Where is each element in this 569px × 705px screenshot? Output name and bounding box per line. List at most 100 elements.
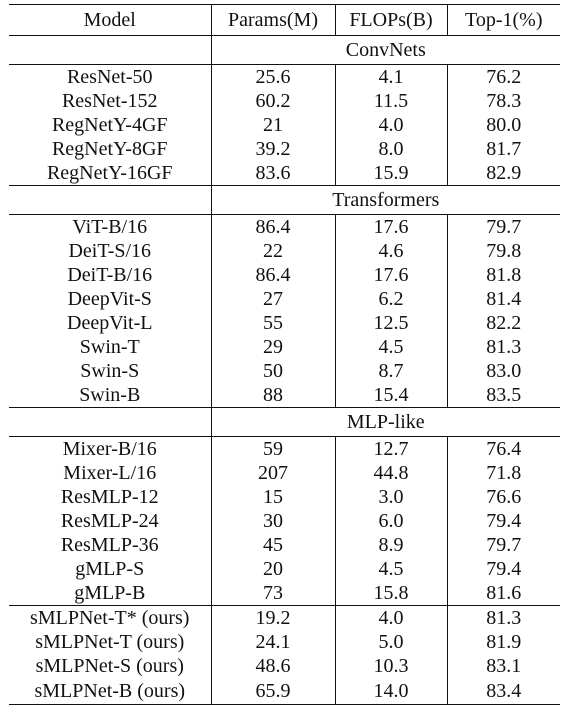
flops-cell: 8.9 xyxy=(334,533,447,557)
flops-cell: 12.5 xyxy=(334,311,447,335)
flops-cell: 8.0 xyxy=(334,137,447,161)
table-row: Mixer-B/16 59 12.7 76.4 xyxy=(9,436,560,461)
top1-cell: 79.8 xyxy=(446,239,560,263)
table-row: Swin-S 50 8.7 83.0 xyxy=(9,359,560,383)
flops-cell: 6.0 xyxy=(334,509,447,533)
flops-cell: 15.4 xyxy=(334,383,447,408)
params-cell: 21 xyxy=(210,113,335,137)
top1-cell: 81.3 xyxy=(446,605,560,630)
params-cell: 27 xyxy=(210,287,335,311)
flops-cell: 4.5 xyxy=(334,557,447,581)
flops-cell: 11.5 xyxy=(334,89,447,113)
params-cell: 86.4 xyxy=(210,214,335,239)
params-cell: 60.2 xyxy=(210,89,335,113)
params-cell: 22 xyxy=(210,239,335,263)
table-row: sMLPNet-T* (ours) 19.2 4.0 81.3 xyxy=(9,605,560,630)
top1-cell: 79.4 xyxy=(446,557,560,581)
model-name-cell: RegNetY-16GF xyxy=(9,161,211,186)
table-row: gMLP-B 73 15.8 81.6 xyxy=(9,581,560,606)
params-cell: 19.2 xyxy=(210,605,335,630)
params-cell: 83.6 xyxy=(210,161,335,186)
table-row: DeepVit-S 27 6.2 81.4 xyxy=(9,287,560,311)
table-row: ResMLP-12 15 3.0 76.6 xyxy=(9,485,560,509)
header-flops: FLOPs(B) xyxy=(334,4,447,36)
top1-cell: 81.6 xyxy=(446,581,560,606)
params-cell: 50 xyxy=(210,359,335,383)
flops-cell: 6.2 xyxy=(334,287,447,311)
flops-cell: 4.0 xyxy=(334,605,447,630)
section-header-row: ConvNets xyxy=(9,35,560,65)
params-cell: 20 xyxy=(210,557,335,581)
model-name-cell: DeepVit-S xyxy=(67,288,152,310)
table-row: sMLPNet-B (ours) 65.9 14.0 83.4 xyxy=(9,678,560,705)
model-name-cell: Swin-S xyxy=(80,360,140,382)
params-cell: 15 xyxy=(210,485,335,509)
table-body: ConvNets ResNet-50 25.6 4.1 76.2 ResNet-152 60… xyxy=(9,35,560,705)
model-name-cell: DeiT-S/16 xyxy=(68,240,152,262)
params-cell: 55 xyxy=(210,311,335,335)
flops-cell: 4.1 xyxy=(334,64,447,89)
flops-cell: 5.0 xyxy=(334,630,447,654)
top1-cell: 76.4 xyxy=(446,436,560,461)
header-top1: Top-1(%) xyxy=(446,4,560,36)
model-name-cell: Mixer-B/16 xyxy=(62,438,157,460)
table-row: gMLP-S 20 4.5 79.4 xyxy=(9,557,560,581)
flops-cell: 15.8 xyxy=(334,581,447,606)
table-row: ViT-B/16 86.4 17.6 79.7 xyxy=(9,214,560,239)
section-label: Transformers xyxy=(210,185,560,215)
results-table-container: Model Params(M) FLOPs(B) Top-1(%) ConvNe… xyxy=(9,4,560,705)
model-name-cell: gMLP-B xyxy=(9,581,211,606)
model-name-cell: ResMLP-36 xyxy=(60,534,159,556)
top1-cell: 82.2 xyxy=(446,311,560,335)
top1-cell: 80.0 xyxy=(446,113,560,137)
model-name-cell: Swin-T xyxy=(79,336,140,358)
model-name-cell: ResNet-152 xyxy=(61,90,158,112)
params-cell: 29 xyxy=(210,335,335,359)
flops-cell: 14.0 xyxy=(334,678,447,705)
params-cell: 48.6 xyxy=(210,654,335,678)
top1-cell: 81.9 xyxy=(446,630,560,654)
model-name-cell: DeiT-B/16 xyxy=(67,264,153,286)
model-name-cell: sMLPNet-B (ours) xyxy=(9,678,211,705)
table-row: ResMLP-36 45 8.9 79.7 xyxy=(9,533,560,557)
top1-cell: 76.2 xyxy=(446,64,560,89)
flops-cell: 15.9 xyxy=(334,161,447,186)
model-name-cell: sMLPNet-T (ours) xyxy=(35,631,185,653)
section-label: ConvNets xyxy=(210,35,560,65)
flops-cell: 12.7 xyxy=(334,436,447,461)
header-model: Model xyxy=(9,4,211,36)
top1-cell: 81.8 xyxy=(446,263,560,287)
top1-cell: 81.3 xyxy=(446,335,560,359)
top1-cell: 79.7 xyxy=(446,214,560,239)
flops-cell: 17.6 xyxy=(334,214,447,239)
section-header-row: MLP-like xyxy=(9,407,560,437)
section-header-row: Transformers xyxy=(9,185,560,215)
params-cell: 30 xyxy=(210,509,335,533)
table-row: ResNet-50 25.6 4.1 76.2 xyxy=(9,64,560,89)
model-name-cell: sMLPNet-S (ours) xyxy=(35,655,184,677)
section-spacer-cell xyxy=(9,35,211,65)
params-cell: 207 xyxy=(210,461,335,485)
top1-cell: 81.7 xyxy=(446,137,560,161)
top1-cell: 82.9 xyxy=(446,161,560,186)
table-row: RegNetY-16GF 83.6 15.9 82.9 xyxy=(9,161,560,186)
flops-cell: 3.0 xyxy=(334,485,447,509)
flops-cell: 4.0 xyxy=(334,113,447,137)
table-header: Model Params(M) FLOPs(B) Top-1(%) xyxy=(9,4,560,36)
model-comparison-table: Model Params(M) FLOPs(B) Top-1(%) ConvNe… xyxy=(9,4,560,705)
model-name-cell: Mixer-L/16 xyxy=(63,462,157,484)
model-name-cell: ViT-B/16 xyxy=(72,216,148,238)
table-row: Mixer-L/16 207 44.8 71.8 xyxy=(9,461,560,485)
table-row: sMLPNet-S (ours) 48.6 10.3 83.1 xyxy=(9,654,560,678)
flops-cell: 4.5 xyxy=(334,335,447,359)
params-cell: 73 xyxy=(210,581,335,606)
top1-cell: 83.5 xyxy=(446,383,560,408)
table-row: DeiT-S/16 22 4.6 79.8 xyxy=(9,239,560,263)
top1-cell: 83.4 xyxy=(446,678,560,705)
params-cell: 86.4 xyxy=(210,263,335,287)
table-row: ResMLP-24 30 6.0 79.4 xyxy=(9,509,560,533)
top1-cell: 79.4 xyxy=(446,509,560,533)
params-cell: 39.2 xyxy=(210,137,335,161)
params-cell: 59 xyxy=(210,436,335,461)
top1-cell: 83.0 xyxy=(446,359,560,383)
